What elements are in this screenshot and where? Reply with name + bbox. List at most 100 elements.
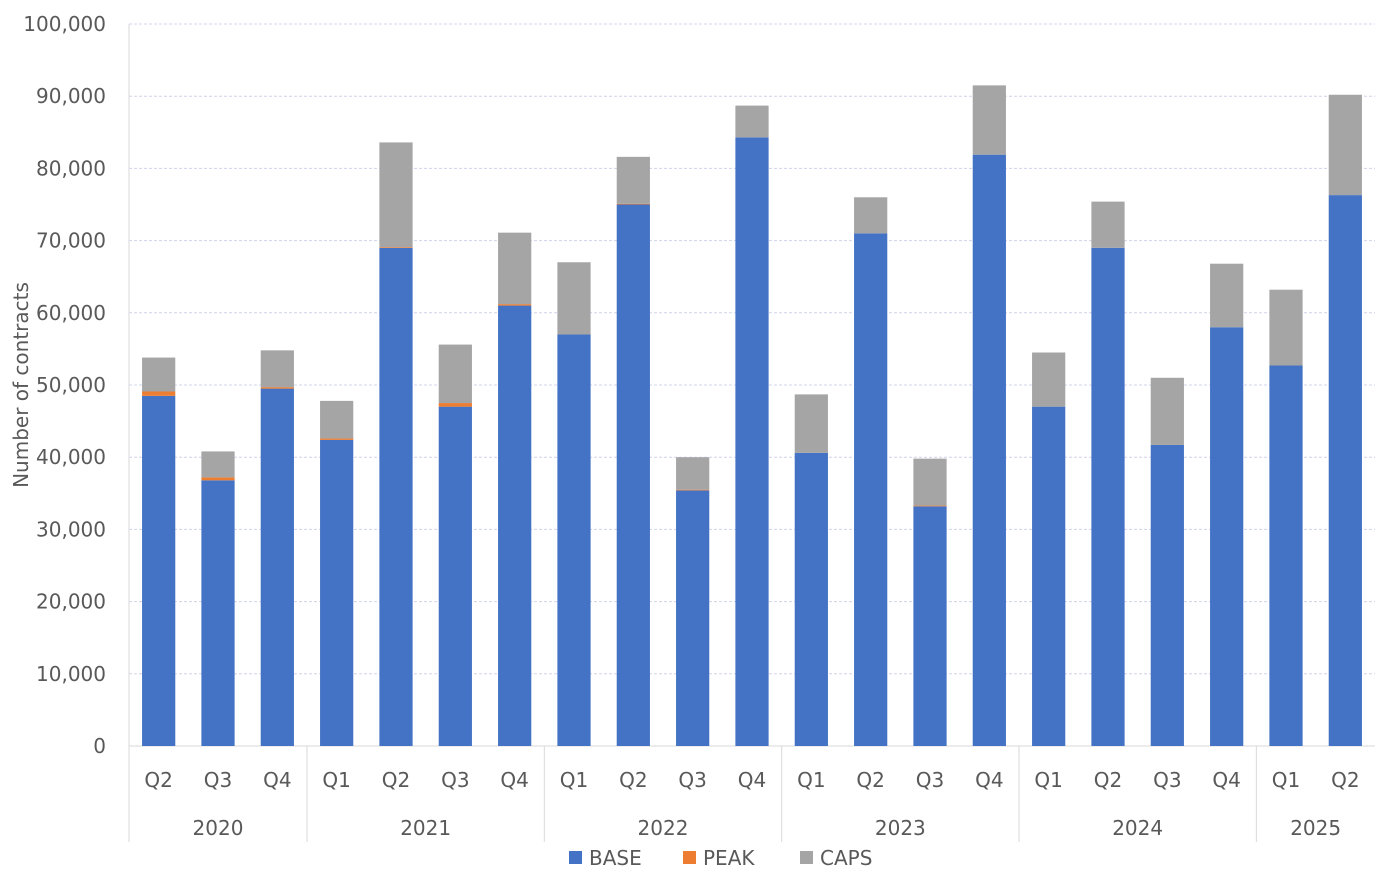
bar-caps-16 (1091, 201, 1125, 248)
legend-swatch-caps (800, 851, 813, 864)
bar-caps-18 (1210, 263, 1244, 328)
y-tick-label: 80,000 (36, 156, 106, 180)
x-tick-label: Q2 (619, 768, 647, 792)
bar-base-5 (438, 406, 472, 746)
x-group-label: 2020 (193, 816, 244, 840)
bar-base-7 (557, 334, 591, 746)
bar-base-9 (676, 490, 710, 746)
x-tick-label: Q1 (797, 768, 825, 792)
bar-base-0 (142, 395, 176, 746)
y-tick-label: 30,000 (36, 517, 106, 541)
x-tick-label: Q3 (916, 768, 944, 792)
bar-caps-11 (794, 394, 828, 453)
y-axis-title: Number of contracts (9, 282, 33, 488)
legend-swatch-peak (683, 851, 696, 864)
bar-base-6 (498, 305, 532, 746)
bar-peak-5 (438, 403, 472, 407)
bar-peak-9 (676, 489, 710, 491)
bar-base-20 (1328, 195, 1362, 746)
bar-caps-0 (142, 357, 176, 392)
y-tick-label: 70,000 (36, 229, 106, 253)
bar-base-2 (260, 388, 294, 746)
bar-peak-13 (913, 505, 947, 507)
bar-base-8 (616, 204, 650, 746)
y-tick-label: 20,000 (36, 590, 106, 614)
x-group-label: 2022 (638, 816, 689, 840)
bar-caps-12 (854, 197, 888, 234)
y-tick-label: 0 (93, 734, 106, 758)
bar-base-15 (1032, 406, 1066, 746)
x-tick-label: Q4 (1212, 768, 1240, 792)
x-axis-labels: Q2 Q3 Q4 Q1 Q2 Q3 Q4 Q1 Q2 Q3 Q4 Q1 Q2 Q3 Q4 Q1 Q2 Q3 Q4 Q1… (144, 746, 1360, 842)
bar-caps-13 (913, 458, 947, 506)
x-group-label: 2025 (1290, 816, 1341, 840)
bar-base-13 (913, 506, 947, 746)
x-group-label: 2023 (875, 816, 926, 840)
x-tick-label: Q1 (1272, 768, 1300, 792)
x-tick-label: Q2 (382, 768, 410, 792)
x-tick-label: Q3 (204, 768, 232, 792)
bar-peak-6 (498, 304, 532, 306)
bars (142, 85, 1362, 746)
y-tick-label: 60,000 (36, 301, 106, 325)
y-tick-label: 50,000 (36, 373, 106, 397)
bar-caps-5 (438, 344, 472, 404)
bar-peak-8 (616, 203, 650, 205)
legend: BASE PEAK CAPS (569, 846, 872, 870)
bar-caps-4 (379, 142, 413, 248)
x-tick-label: Q4 (738, 768, 766, 792)
bar-caps-2 (260, 350, 294, 388)
bar-base-11 (794, 452, 828, 746)
bar-base-18 (1210, 327, 1244, 746)
x-group-label: 2021 (400, 816, 451, 840)
x-tick-label: Q2 (1331, 768, 1359, 792)
y-tick-label: 10,000 (36, 662, 106, 686)
y-tick-label: 100,000 (23, 12, 106, 36)
x-tick-label: Q1 (322, 768, 350, 792)
x-tick-label: Q4 (500, 768, 528, 792)
x-tick-label: Q3 (678, 768, 706, 792)
bar-base-10 (735, 137, 769, 746)
bar-caps-7 (557, 262, 591, 335)
x-tick-label: Q2 (1094, 768, 1122, 792)
y-tick-label: 40,000 (36, 445, 106, 469)
bar-base-1 (201, 480, 235, 746)
bar-caps-8 (616, 156, 650, 204)
bar-caps-1 (201, 451, 235, 478)
bar-caps-17 (1150, 377, 1184, 445)
legend-swatch-base (569, 851, 582, 864)
bar-caps-6 (498, 232, 532, 305)
bar-caps-19 (1269, 289, 1303, 366)
legend-label-peak: PEAK (703, 846, 755, 870)
bar-caps-14 (972, 85, 1006, 155)
bar-caps-10 (735, 105, 769, 138)
axes: 0 10,000 20,000 30,000 40,000 50,000 60,000 70,… (23, 12, 1375, 842)
x-tick-label: Q2 (856, 768, 884, 792)
legend-label-base: BASE (589, 846, 642, 870)
bar-peak-2 (260, 387, 294, 389)
x-tick-label: Q4 (263, 768, 291, 792)
x-tick-label: Q1 (1034, 768, 1062, 792)
x-tick-label: Q1 (560, 768, 588, 792)
bar-base-19 (1269, 365, 1303, 746)
bar-base-17 (1150, 444, 1184, 746)
x-group-label: 2024 (1112, 816, 1163, 840)
bar-peak-3 (320, 438, 354, 440)
bar-caps-15 (1032, 352, 1066, 407)
bar-caps-20 (1328, 94, 1362, 196)
bar-base-3 (320, 439, 354, 746)
legend-label-caps: CAPS (820, 846, 872, 870)
bar-peak-1 (201, 477, 235, 481)
bar-peak-4 (379, 247, 413, 248)
bar-caps-3 (320, 400, 354, 439)
bar-peak-0 (142, 391, 176, 396)
x-tick-label: Q3 (441, 768, 469, 792)
y-tick-label: 90,000 (36, 84, 106, 108)
x-tick-label: Q2 (144, 768, 172, 792)
x-tick-label: Q3 (1153, 768, 1181, 792)
bar-base-16 (1091, 247, 1125, 746)
bar-caps-9 (676, 457, 710, 490)
x-tick-label: Q4 (975, 768, 1003, 792)
